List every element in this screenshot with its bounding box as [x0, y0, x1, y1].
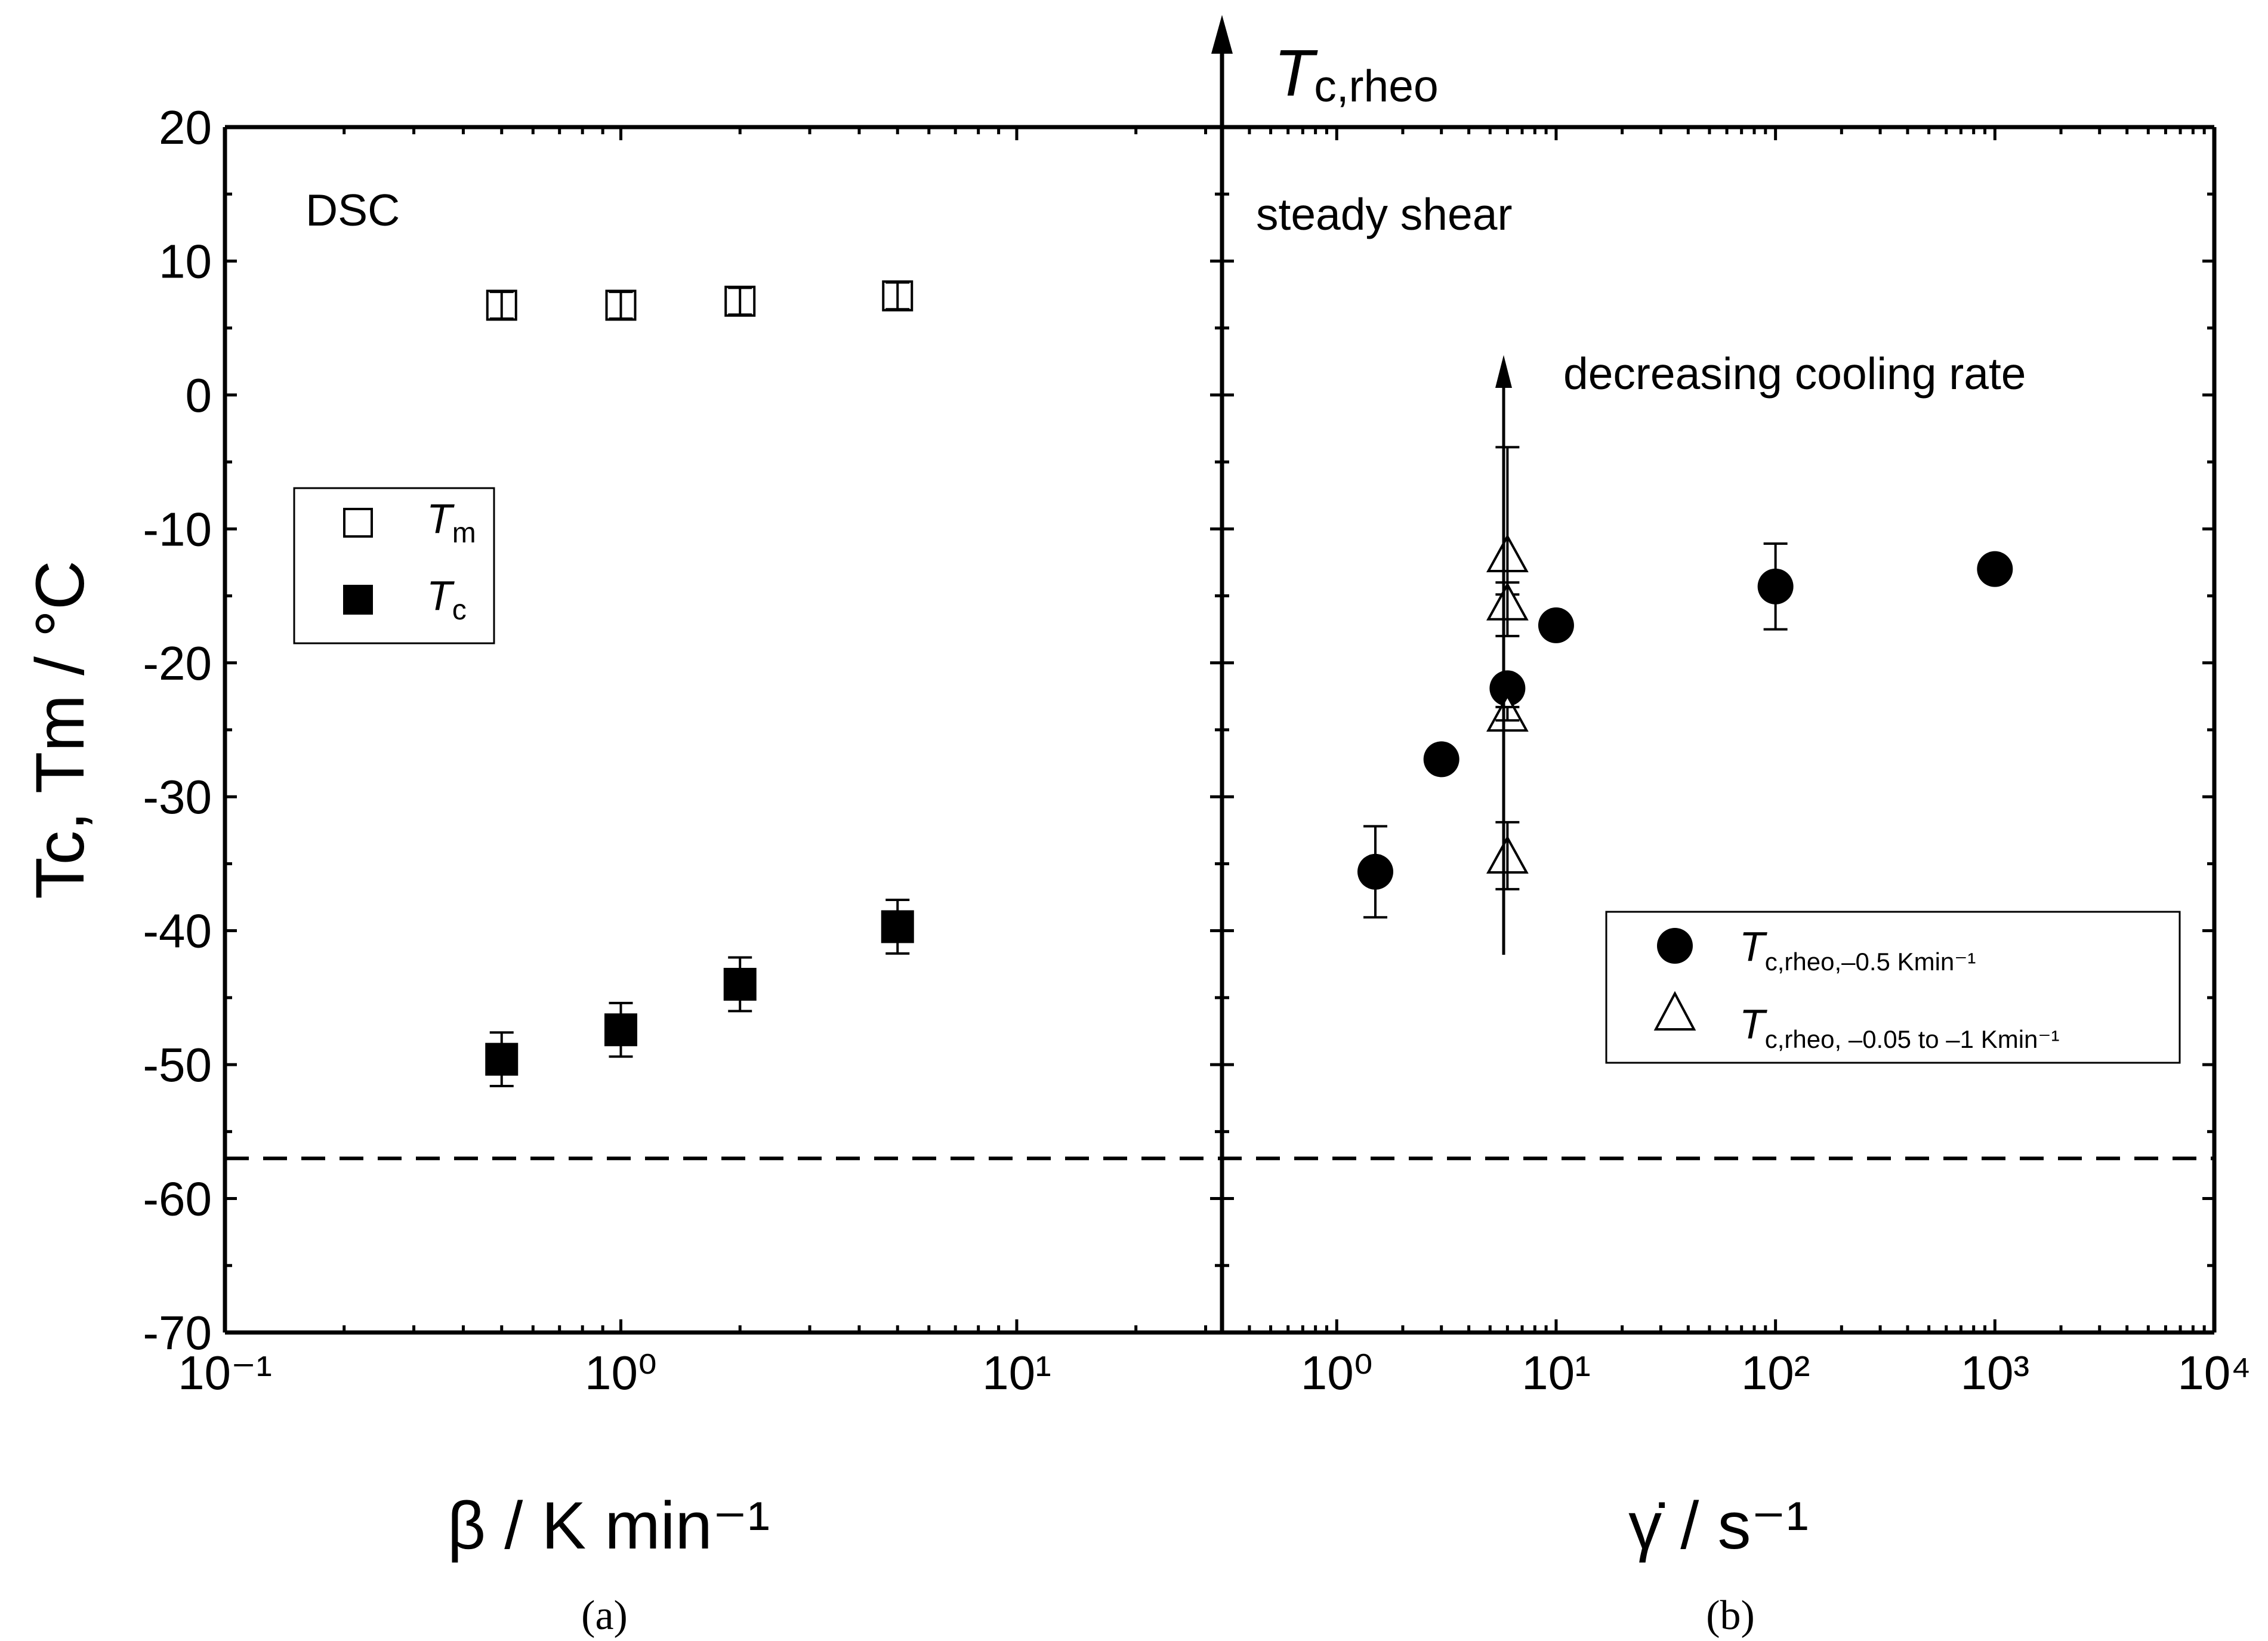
y-tick-label: 10 [159, 235, 212, 288]
panel-b-x-axis-title: γ̇ / s⁻¹ [1628, 1488, 1809, 1563]
top-axis-arrowhead [1211, 15, 1233, 54]
y-axis-title: Tc, Tm / °C [22, 560, 98, 899]
tc-rheo-05-point [1538, 607, 1574, 643]
panel-b-caption: (b) [1706, 1593, 1755, 1639]
tc-rheo-05-point [1489, 670, 1526, 707]
x-tick-label-panel-a: 10⁰ [585, 1346, 657, 1399]
y-axis-ticks: 20 10 0 -10 -20 -30 -40 -50 -60 -70 [143, 101, 2214, 1359]
panel-a-caption: (a) [581, 1593, 628, 1639]
y-tick-label: -20 [143, 637, 212, 690]
x-tick-label-panel-b: 10³ [1961, 1346, 2030, 1399]
cooling-rate-text: decreasing cooling rate [1563, 348, 2026, 399]
panel-b-annotation: steady shear [1256, 189, 1512, 239]
legend-tc-label: Tc [427, 572, 467, 626]
top-axis-title-sub: c,rheo [1314, 61, 1438, 111]
legend-open-triangle-icon [1653, 991, 1696, 1031]
y-tick-label: -50 [143, 1038, 212, 1091]
tc-rheo-05-point [1977, 551, 2013, 587]
y-tick-label: -70 [143, 1306, 212, 1359]
panel-a-annotation: DSC [306, 185, 400, 235]
legend-filled-circle-icon [1657, 928, 1693, 964]
x-tick-label-panel-b: 10⁴ [2177, 1346, 2251, 1399]
cooling-rate-arrowhead [1495, 355, 1512, 388]
legend-filled-square-icon [343, 585, 373, 615]
y-tick-label: -10 [143, 502, 212, 556]
y-tick-label: -60 [143, 1173, 212, 1226]
y-tick-label: 20 [159, 101, 212, 154]
x-tick-label-panel-b: 10¹ [1522, 1346, 1591, 1399]
tc-rheo-05-point [1357, 853, 1394, 890]
tc-point [604, 1013, 637, 1047]
y-tick-label: 0 [186, 369, 212, 422]
x-tick-label-panel-a: 10⁻¹ [178, 1346, 272, 1399]
legend-open-square-icon [343, 508, 373, 538]
legend-tcrheo-05-label: Tc,rheo,–0.5 Kmin⁻¹ [1739, 923, 1976, 976]
data-marks [485, 280, 2013, 1088]
tc-point [485, 1042, 519, 1076]
tc-rheo-05-point [1757, 568, 1794, 604]
legend-panel-a: Tm Tc [293, 487, 495, 644]
y-tick-label: -40 [143, 905, 212, 958]
x-tick-label-panel-a: 10¹ [982, 1346, 1051, 1399]
legend-b-box [1605, 911, 2181, 1064]
top-axis-title: Tc,rheo [1274, 36, 1439, 111]
legend-a-box [293, 487, 495, 644]
x-tick-label-panel-b: 10² [1741, 1346, 1810, 1399]
x-tick-label-panel-b: 10⁰ [1301, 1346, 1373, 1399]
x-axis-ticks: 10⁻¹ 10⁰ 10¹ 10⁰ 10¹ 10² 10³ 10⁴ [178, 127, 2251, 1399]
top-axis-title-symbol: T [1274, 36, 1318, 110]
legend-tcrheo-range-label: Tc,rheo, –0.05 to –1 Kmin⁻¹ [1739, 1001, 2060, 1053]
tc-point [881, 910, 914, 943]
tc-point [723, 967, 757, 1001]
panel-a-x-axis-title: β / K min⁻¹ [448, 1488, 770, 1563]
tc-rheo-05-point [1423, 741, 1459, 778]
legend-panel-b: Tc,rheo,–0.5 Kmin⁻¹ Tc,rheo, –0.05 to –1… [1605, 911, 2181, 1064]
y-tick-label: -30 [143, 770, 212, 823]
legend-tm-label: Tm [427, 495, 476, 549]
